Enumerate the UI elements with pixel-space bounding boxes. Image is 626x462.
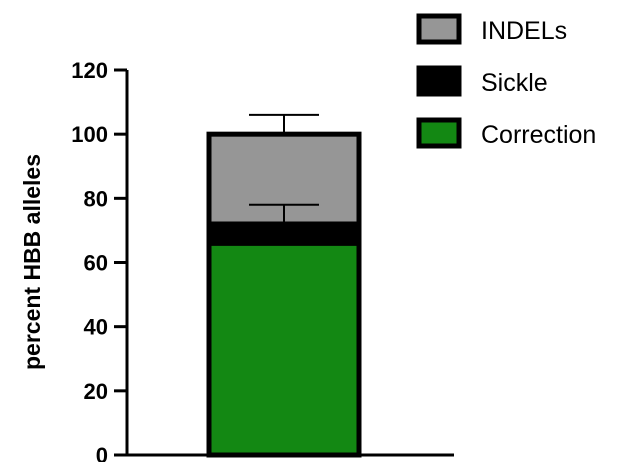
y-axis-title: percent HBB alleles (19, 154, 45, 370)
y-tick-label: 20 (84, 379, 108, 404)
error-bars (249, 113, 319, 224)
y-tick-label: 100 (71, 122, 108, 147)
y-axis-ticks: 0 20 40 60 80 100 120 (71, 58, 127, 462)
y-tick-label: 80 (84, 186, 108, 211)
legend-label-sickle: Sickle (481, 69, 548, 97)
y-tick-label: 40 (84, 315, 108, 340)
legend-swatch-sickle (416, 65, 462, 97)
y-tick-label: 60 (84, 251, 108, 276)
bar-segment-sickle (206, 221, 362, 246)
y-tick-label: 120 (71, 58, 108, 83)
legend-swatch-correction (416, 117, 462, 149)
bar-segment-correction (206, 240, 362, 458)
legend-label-indels: INDELs (481, 17, 567, 45)
legend: INDELs Sickle Correction (416, 13, 596, 149)
legend-label-correction: Correction (481, 121, 596, 149)
legend-swatch-indels (416, 13, 462, 45)
bar-stack (206, 131, 362, 458)
y-tick-label: 0 (96, 443, 108, 462)
